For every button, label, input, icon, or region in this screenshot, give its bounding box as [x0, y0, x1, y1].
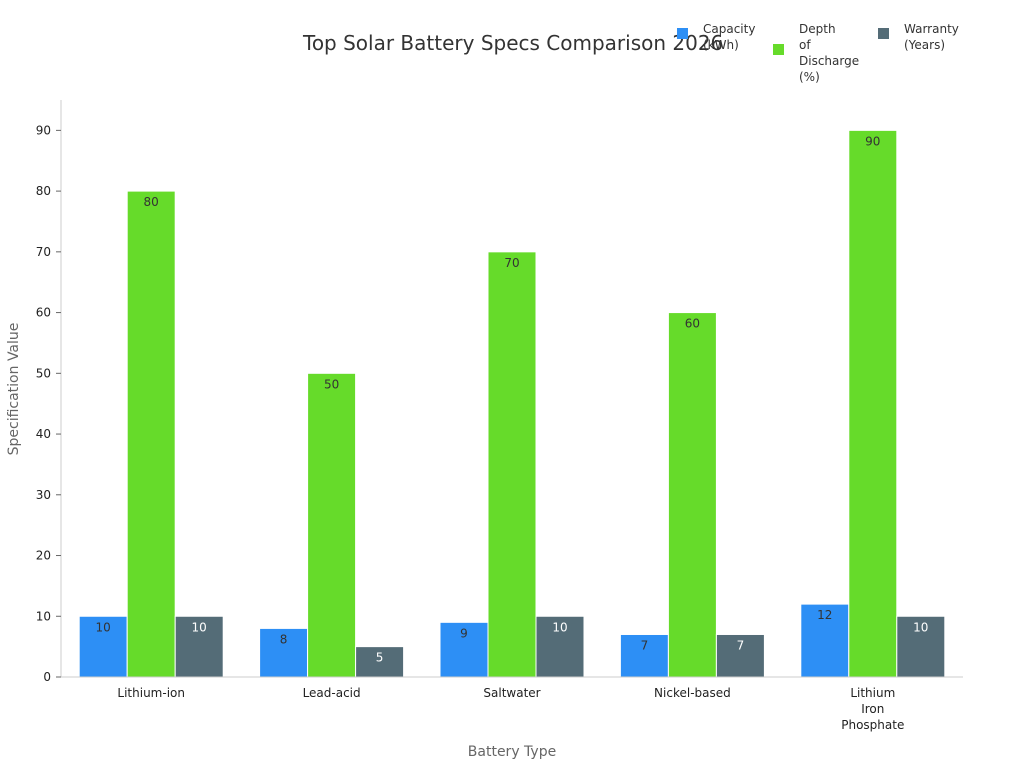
- data-label: 5: [376, 651, 384, 665]
- bars-layer: 10 80 10 8 50 5 9 70 10 7 60 7 12 90 10: [78, 129, 946, 678]
- x-tick-label-line: Nickel-based: [654, 686, 731, 700]
- bar: [307, 372, 357, 678]
- data-label: 10: [96, 620, 111, 634]
- y-tick-label: 60: [36, 306, 51, 320]
- y-tick-label: 50: [36, 366, 51, 380]
- data-label: 50: [324, 377, 339, 391]
- data-label: 9: [460, 626, 468, 640]
- y-tick-label: 70: [36, 245, 51, 259]
- data-label: 10: [192, 620, 207, 634]
- data-label: 60: [685, 317, 700, 331]
- legend-label-capacity: Capacity (kWh): [703, 21, 755, 53]
- legend-swatch-depth-of-discharge: [773, 44, 784, 55]
- legend-label-line: (Years): [904, 38, 946, 52]
- bar: [619, 633, 669, 678]
- legend-label-line: Discharge: [799, 54, 860, 68]
- legend-swatch-capacity: [677, 28, 688, 39]
- legend-label-warranty: Warranty (Years): [904, 21, 959, 53]
- x-tick-label: Nickel-based: [654, 686, 731, 700]
- x-tick-label-line: Lithium-ion: [117, 686, 185, 700]
- data-label: 70: [504, 256, 519, 270]
- x-tick-label-line: Saltwater: [483, 686, 540, 700]
- x-tick-label-line: Lead-acid: [303, 686, 361, 700]
- x-tick-label: Saltwater: [483, 686, 540, 700]
- x-tick-label: Lead-acid: [303, 686, 361, 700]
- legend-label-line: Warranty: [904, 22, 959, 36]
- legend-label-line: Depth: [799, 22, 836, 36]
- legend-label-line: Capacity: [703, 22, 756, 36]
- bar: [487, 251, 537, 678]
- chart-title: Top Solar Battery Specs Comparison 2026: [303, 31, 724, 55]
- data-label: 12: [817, 608, 832, 622]
- data-label: 90: [865, 134, 880, 148]
- bar: [535, 615, 585, 678]
- x-tick-label: Lithium Iron Phosphate: [841, 686, 904, 732]
- bar: [848, 129, 898, 678]
- x-axis-title: Battery Type: [468, 744, 556, 760]
- bar: [439, 621, 489, 678]
- data-label: 8: [280, 632, 288, 646]
- x-tick-label-line: Phosphate: [841, 718, 904, 732]
- y-axis-title: Specification Value: [6, 323, 22, 456]
- y-axis: 0 10 20 30 40 50 60 70 80 90: [36, 100, 62, 684]
- y-tick-label: 40: [36, 427, 51, 441]
- x-tick-label-line: Lithium: [850, 686, 895, 700]
- x-tick-label-line: Iron: [861, 702, 884, 716]
- y-tick-label: 20: [36, 549, 51, 563]
- data-label: 7: [737, 638, 745, 652]
- x-axis: Lithium-ion Lead-acid Saltwater Nickel-base…: [61, 676, 963, 732]
- data-label: 10: [552, 620, 567, 634]
- legend-label-line: (%): [799, 70, 820, 84]
- legend-label-line: (kWh): [703, 38, 739, 52]
- legend-label-depth-of-discharge: Depth of Discharge (%): [799, 21, 859, 85]
- bar: [896, 615, 946, 678]
- y-tick-label: 0: [43, 670, 51, 684]
- bar: [667, 312, 717, 678]
- bar: [126, 190, 176, 678]
- x-tick-label: Lithium-ion: [117, 686, 185, 700]
- legend-label-line: of: [799, 38, 811, 52]
- y-tick-label: 90: [36, 123, 51, 137]
- legend: Capacity (kWh) Depth of Discharge (%) Wa…: [0, 0, 1024, 90]
- y-tick-label: 80: [36, 184, 51, 198]
- data-label: 80: [144, 195, 159, 209]
- data-label: 7: [641, 638, 649, 652]
- bar: [355, 646, 405, 678]
- data-label: 10: [913, 620, 928, 634]
- y-tick-label: 10: [36, 609, 51, 623]
- legend-swatch-warranty: [878, 28, 889, 39]
- bar: [800, 603, 850, 678]
- y-tick-label: 30: [36, 488, 51, 502]
